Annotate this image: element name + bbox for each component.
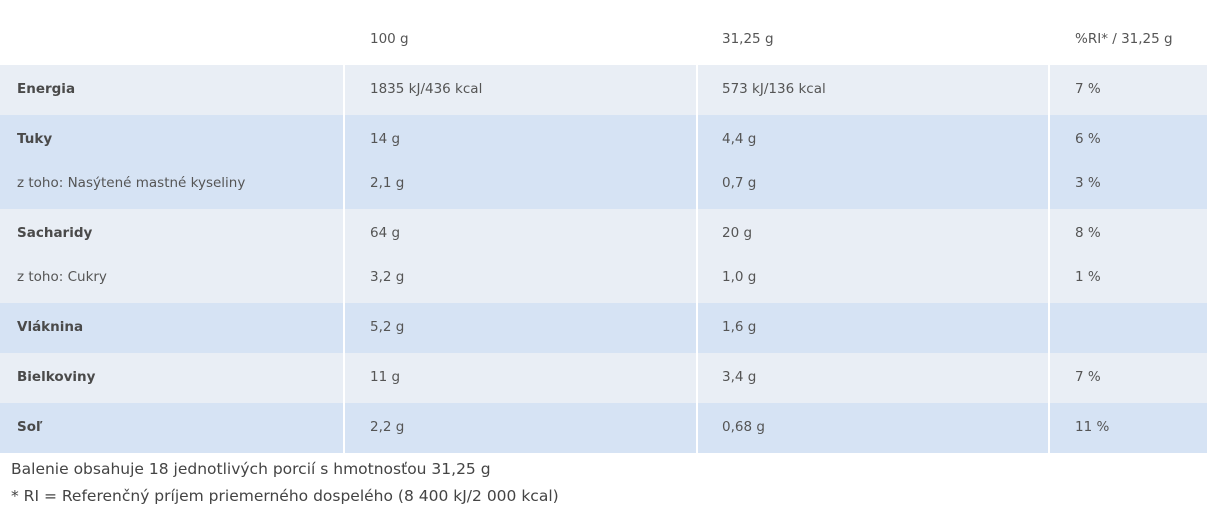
cell: 5,2 g — [370, 319, 405, 335]
cell: 20 g — [722, 225, 753, 241]
cell: 7 % — [1075, 369, 1101, 385]
row-group — [0, 209, 1207, 303]
cell: 14 g — [370, 131, 401, 147]
row-label: z toho: Cukry — [17, 269, 107, 285]
cell: 3,2 g — [370, 269, 405, 285]
column-divider — [1048, 65, 1050, 453]
row-group — [0, 115, 1207, 209]
column-divider — [343, 65, 345, 453]
cell: 1,0 g — [722, 269, 757, 285]
column-header: %RI* / 31,25 g — [1075, 31, 1173, 47]
cell: 2,2 g — [370, 419, 405, 435]
cell: 573 kJ/136 kcal — [722, 81, 826, 97]
cell: 4,4 g — [722, 131, 757, 147]
row-group — [0, 65, 1207, 115]
cell: 8 % — [1075, 225, 1101, 241]
cell: 0,7 g — [722, 175, 757, 191]
cell: 2,1 g — [370, 175, 405, 191]
cell: 11 g — [370, 369, 401, 385]
row-label: z toho: Nasýtené mastné kyseliny — [17, 175, 246, 191]
row-label: Soľ — [17, 419, 43, 435]
row-label: Sacharidy — [17, 225, 93, 241]
row-label: Vláknina — [17, 319, 84, 335]
cell: 1835 kJ/436 kcal — [370, 81, 483, 97]
cell: 64 g — [370, 225, 401, 241]
cell: 7 % — [1075, 81, 1101, 97]
row-label: Bielkoviny — [17, 369, 96, 385]
row-label: Tuky — [17, 131, 53, 147]
column-header: 31,25 g — [722, 31, 774, 47]
column-header: 100 g — [370, 31, 409, 47]
cell: 6 % — [1075, 131, 1101, 147]
row-group — [0, 353, 1207, 403]
footnote: Balenie obsahuje 18 jednotlivých porcií … — [11, 460, 491, 478]
footnote: * RI = Referenčný príjem priemerného dos… — [11, 487, 559, 505]
row-label: Energia — [17, 81, 76, 97]
cell: 3,4 g — [722, 369, 757, 385]
row-group — [0, 303, 1207, 353]
cell: 3 % — [1075, 175, 1101, 191]
cell: 0,68 g — [722, 419, 765, 435]
cell: 1,6 g — [722, 319, 757, 335]
cell: 1 % — [1075, 269, 1101, 285]
cell: 11 % — [1075, 419, 1110, 435]
column-divider — [696, 65, 698, 453]
row-group — [0, 403, 1207, 453]
